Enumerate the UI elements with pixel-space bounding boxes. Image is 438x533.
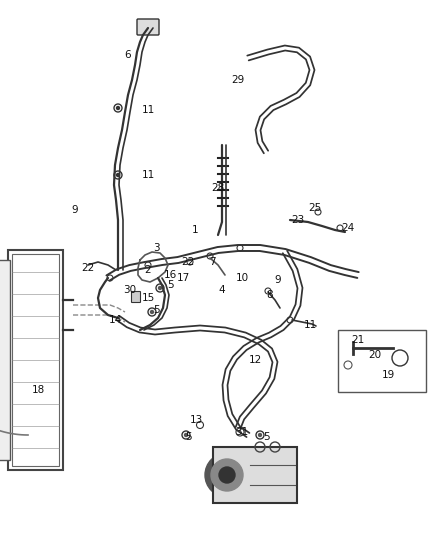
Text: 28: 28: [212, 183, 225, 193]
Text: 31: 31: [235, 427, 249, 437]
Circle shape: [159, 287, 162, 289]
Text: 23: 23: [291, 215, 304, 225]
Text: 5: 5: [185, 432, 191, 442]
Text: 2: 2: [145, 265, 151, 275]
Text: 22: 22: [81, 263, 95, 273]
Text: 9: 9: [275, 275, 281, 285]
Bar: [213, 447, 297, 503]
Text: 16: 16: [163, 270, 177, 280]
Text: 30: 30: [124, 285, 137, 295]
Text: 10: 10: [236, 273, 248, 283]
Text: 5: 5: [167, 280, 173, 290]
Text: 25: 25: [308, 203, 321, 213]
Text: 21: 21: [351, 335, 364, 345]
Bar: [0, 260, 10, 460]
Text: 11: 11: [141, 170, 155, 180]
Circle shape: [117, 174, 120, 176]
Text: 7: 7: [208, 257, 215, 267]
Text: 24: 24: [341, 223, 355, 233]
Text: 17: 17: [177, 273, 190, 283]
Circle shape: [219, 467, 235, 483]
Text: 6: 6: [125, 50, 131, 60]
Text: 12: 12: [248, 355, 261, 365]
Text: 3: 3: [153, 243, 159, 253]
Circle shape: [211, 459, 243, 491]
Text: 4: 4: [219, 285, 225, 295]
Text: 5: 5: [263, 432, 269, 442]
Text: 11: 11: [304, 320, 317, 330]
Text: 1: 1: [192, 225, 198, 235]
Text: 13: 13: [189, 415, 203, 425]
Text: 29: 29: [231, 75, 245, 85]
Circle shape: [258, 433, 261, 437]
Text: 5: 5: [154, 305, 160, 315]
Circle shape: [205, 453, 249, 497]
Text: 11: 11: [141, 105, 155, 115]
Text: 19: 19: [381, 370, 395, 380]
Circle shape: [184, 433, 187, 437]
Text: 15: 15: [141, 293, 155, 303]
Text: 8: 8: [267, 290, 273, 300]
FancyBboxPatch shape: [137, 19, 159, 35]
FancyBboxPatch shape: [131, 292, 141, 303]
Text: 18: 18: [32, 385, 45, 395]
Text: 20: 20: [368, 350, 381, 360]
Bar: [8, 250, 63, 470]
Bar: [12, 254, 59, 466]
Bar: [338, 330, 426, 392]
Text: 22: 22: [181, 257, 194, 267]
Circle shape: [117, 107, 120, 109]
Text: 14: 14: [108, 315, 122, 325]
Circle shape: [151, 311, 153, 313]
Text: 9: 9: [72, 205, 78, 215]
